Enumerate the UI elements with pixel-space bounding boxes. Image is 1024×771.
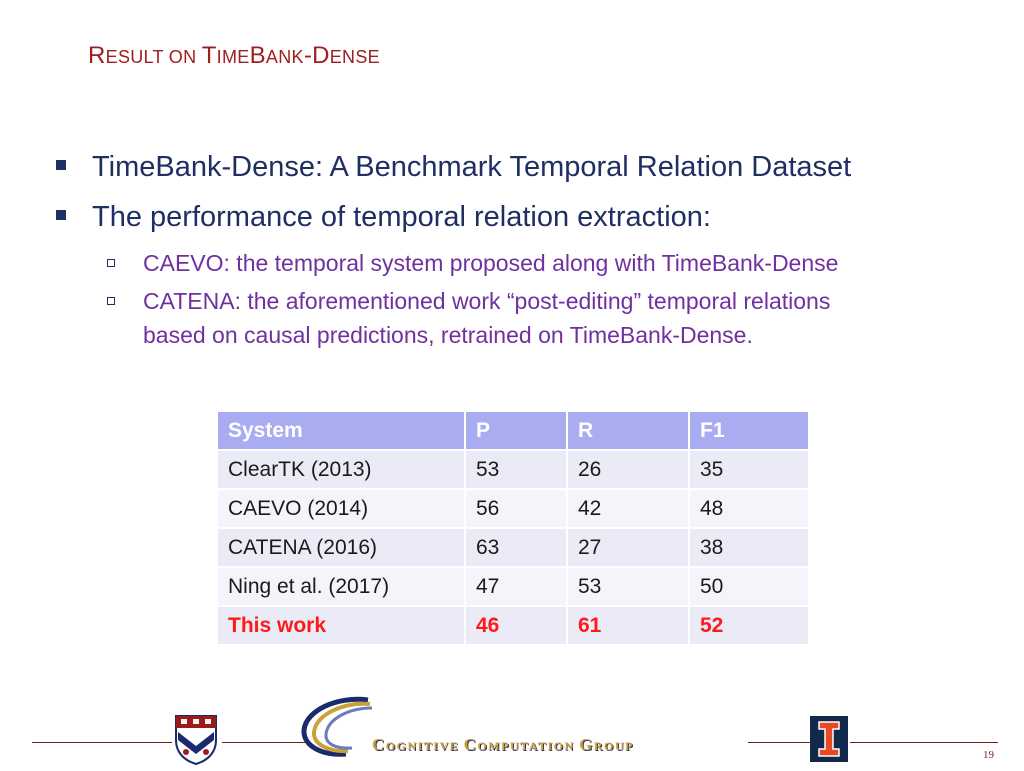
illinois-logo <box>810 716 848 767</box>
footer-rule <box>748 742 810 743</box>
bullet-item: The performance of temporal relation ext… <box>52 192 972 242</box>
table-cell: 53 <box>466 451 566 488</box>
sub-bullet-text-continued: based on causal predictions, retrained o… <box>143 322 753 348</box>
table-row: ClearTK (2013) 53 26 35 <box>218 451 808 488</box>
penn-shield-logo <box>172 714 220 771</box>
table-cell: 56 <box>466 490 566 527</box>
table-cell: 50 <box>690 568 808 605</box>
table-cell: 48 <box>690 490 808 527</box>
column-header: P <box>466 412 566 449</box>
column-header: R <box>568 412 688 449</box>
table-cell: 46 <box>466 607 566 644</box>
bullet-text: The performance of temporal relation ext… <box>92 201 711 233</box>
table-cell: 61 <box>568 607 688 644</box>
sub-bullet-item: CAEVO: the temporal system proposed alon… <box>52 246 972 280</box>
table-cell: This work <box>218 607 464 644</box>
box-bullet-icon <box>107 259 115 267</box>
table-row: CATENA (2016) 63 27 38 <box>218 529 808 566</box>
footer-rule <box>32 742 172 743</box>
sub-bullet-text: CAEVO: the temporal system proposed alon… <box>143 250 839 276</box>
table-header-row: System P R F1 <box>218 412 808 449</box>
sub-bullet-text: CATENA: the aforementioned work “post-ed… <box>143 288 831 314</box>
results-table: System P R F1 ClearTK (2013) 53 26 35 CA… <box>216 410 810 646</box>
table-cell: 63 <box>466 529 566 566</box>
table-cell: CATENA (2016) <box>218 529 464 566</box>
table-cell: 27 <box>568 529 688 566</box>
table-cell: 53 <box>568 568 688 605</box>
table-row: CAEVO (2014) 56 42 48 <box>218 490 808 527</box>
table-cell: 35 <box>690 451 808 488</box>
table-cell: 42 <box>568 490 688 527</box>
column-header: System <box>218 412 464 449</box>
bullet-text: TimeBank-Dense: A Benchmark Temporal Rel… <box>92 151 852 183</box>
box-bullet-icon <box>107 297 115 305</box>
table-row: Ning et al. (2017) 47 53 50 <box>218 568 808 605</box>
slide-title: RESULT ON TIMEBANK-DENSE <box>88 42 380 69</box>
table-cell: 38 <box>690 529 808 566</box>
table-row-highlighted: This work 46 61 52 <box>218 607 808 644</box>
footer-rule <box>850 742 998 743</box>
table-cell: 52 <box>690 607 808 644</box>
ccg-wordmark: COGNITIVE COMPUTATION GROUP <box>372 735 634 754</box>
bullet-list: TimeBank-Dense: A Benchmark Temporal Rel… <box>52 142 972 352</box>
sub-bullet-item: CATENA: the aforementioned work “post-ed… <box>52 284 972 352</box>
column-header: F1 <box>690 412 808 449</box>
table-cell: 26 <box>568 451 688 488</box>
page-number: 19 <box>983 749 994 761</box>
table-cell: ClearTK (2013) <box>218 451 464 488</box>
bullet-item: TimeBank-Dense: A Benchmark Temporal Rel… <box>52 142 972 192</box>
table-cell: Ning et al. (2017) <box>218 568 464 605</box>
square-bullet-icon <box>56 160 66 170</box>
ccg-swoosh-logo <box>298 694 388 765</box>
table-cell: CAEVO (2014) <box>218 490 464 527</box>
table-cell: 47 <box>466 568 566 605</box>
square-bullet-icon <box>56 210 66 220</box>
footer-rule <box>222 742 306 743</box>
